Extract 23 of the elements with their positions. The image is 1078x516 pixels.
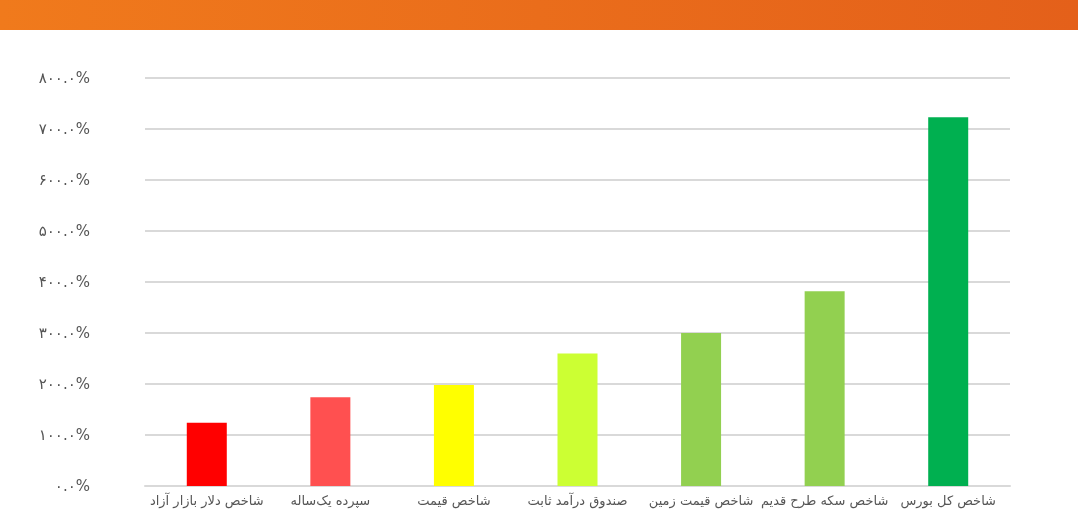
y-tick-label: ۷۰۰.۰%	[38, 120, 90, 138]
bar	[310, 397, 351, 486]
y-tick-label: ۶۰۰.۰%	[38, 171, 90, 189]
x-tick-label: شاخص کل بورس	[900, 493, 997, 509]
bar	[557, 353, 598, 486]
y-tick-label: ۵۰۰.۰%	[38, 222, 90, 240]
x-tick-label: سپرده یک‌ساله	[290, 493, 371, 509]
bar	[186, 422, 227, 486]
x-tick-label: صندوق درآمد ثابت	[527, 492, 628, 509]
x-tick-label: شاخص دلار بازار آزاد	[149, 492, 264, 509]
y-tick-label: ۲۰۰.۰%	[38, 375, 90, 393]
y-tick-label: ۰.۰%	[54, 477, 90, 495]
x-tick-label: شاخص سکه طرح قدیم	[760, 493, 889, 509]
y-tick-label: ۱۰۰.۰%	[38, 426, 90, 444]
bar	[804, 291, 845, 486]
bar	[928, 117, 969, 486]
x-tick-label: شاخص قیمت زمین	[648, 493, 754, 509]
y-tick-label: ۳۰۰.۰%	[38, 324, 90, 342]
bar	[681, 333, 722, 486]
y-tick-label: ۸۰۰.۰%	[38, 69, 90, 87]
x-tick-label: شاخص قیمت	[417, 493, 491, 509]
y-tick-label: ۴۰۰.۰%	[38, 273, 90, 291]
bar	[433, 385, 474, 486]
